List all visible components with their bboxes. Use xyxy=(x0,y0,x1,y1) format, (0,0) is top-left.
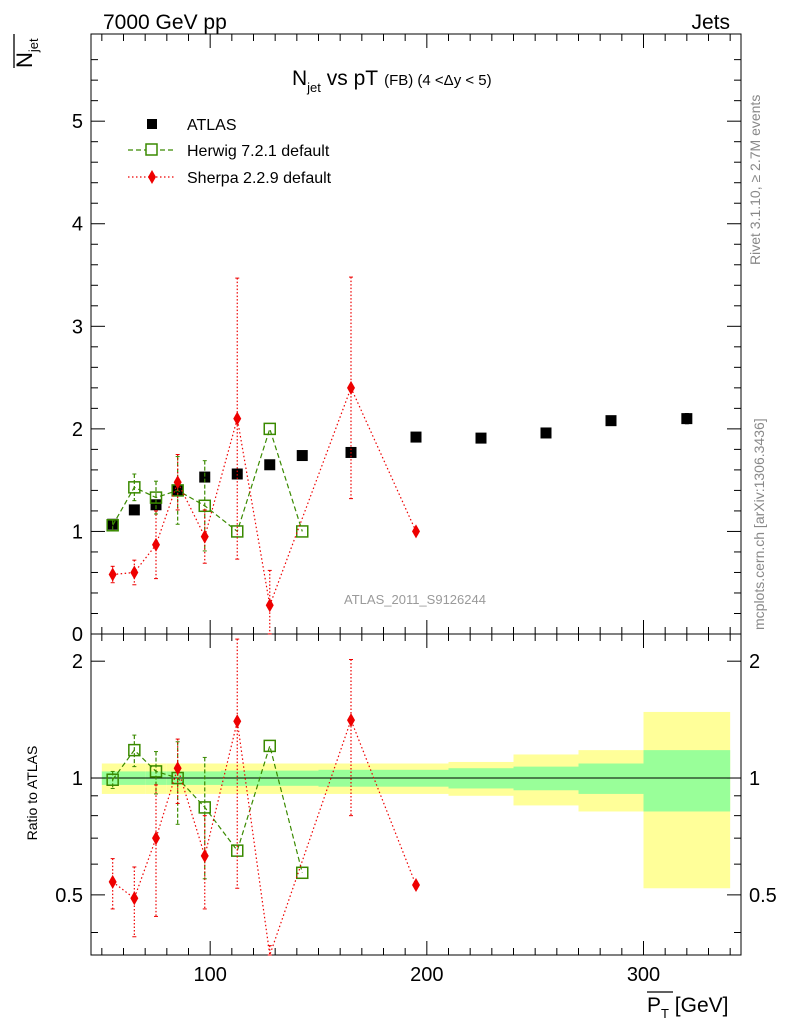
chart-title-small: (FB) (4 <Δy < 5) xyxy=(384,72,492,89)
main-atlas-point xyxy=(475,432,487,444)
legend-label-sherpa: Sherpa 2.2.9 default xyxy=(187,170,332,187)
x-tick-label: 200 xyxy=(410,964,443,986)
main-sherpa-point xyxy=(130,565,139,580)
ratio-stat-band xyxy=(643,750,731,812)
chart-title-rest: vs pT xyxy=(321,67,378,90)
ratio-y-tick-label: 0.5 xyxy=(55,885,83,907)
ratio-y-tick-label: 1 xyxy=(72,768,83,790)
legend: ATLAS Herwig 7.2.1 default Sherpa 2.2.9 … xyxy=(128,117,332,187)
svg-text:PT [GeV]: PT [GeV] xyxy=(647,994,729,1021)
ratio-herwig-point xyxy=(128,743,141,757)
ratio-sherpa-point xyxy=(130,891,139,906)
main-herwig-point xyxy=(231,525,244,538)
main-ylabel-sub: jet xyxy=(26,38,41,53)
ratio-panel-frame xyxy=(90,633,742,956)
energy-label: 7000 GeV pp xyxy=(103,11,227,34)
chart-title-sub: jet xyxy=(306,80,321,95)
ratio-y-tick-label-right: 2 xyxy=(749,651,760,673)
y-tick-label: 4 xyxy=(72,214,83,236)
main-sherpa-point xyxy=(152,537,160,552)
y-tick-label: 1 xyxy=(72,521,83,543)
main-herwig-point xyxy=(263,422,276,436)
main-herwig-point xyxy=(296,525,309,538)
svg-text:Njet: Njet xyxy=(12,38,41,68)
legend-label-herwig: Herwig 7.2.1 default xyxy=(187,143,330,160)
ratio-bands xyxy=(101,711,731,889)
ratio-sherpa-point xyxy=(173,761,182,776)
main-herwig-point xyxy=(149,491,163,504)
main-ylabel-text: N xyxy=(12,52,37,68)
ratio-herwig-line xyxy=(112,743,303,873)
y-tick-label: 0 xyxy=(72,624,83,646)
legend-marker-herwig xyxy=(145,143,158,156)
analysis-watermark: ATLAS_2011_S9126244 xyxy=(344,592,486,607)
main-sherpa-point xyxy=(265,598,274,613)
main-series xyxy=(106,276,693,635)
main-atlas-point xyxy=(264,459,276,471)
main-atlas-point xyxy=(296,450,308,462)
ratio-y-tick-label-right: 0.5 xyxy=(749,885,777,907)
main-sherpa-point xyxy=(108,567,117,582)
main-atlas-point xyxy=(231,468,243,480)
legend-marker-sherpa xyxy=(148,170,156,184)
ratio-sherpa-point xyxy=(108,874,117,889)
ratio-y-tick-label: 2 xyxy=(72,651,83,673)
ratio-herwig-point xyxy=(198,801,211,814)
main-sherpa-point xyxy=(347,380,355,395)
main-atlas-point xyxy=(540,427,552,439)
main-atlas-point xyxy=(681,413,693,425)
main-herwig-point xyxy=(128,481,141,494)
xlabel: PT [GeV] xyxy=(647,991,729,1021)
rivet-label: Rivet 3.1.10, ≥ 2.7M events xyxy=(747,95,763,265)
main-sherpa-point xyxy=(233,411,242,426)
ratio-herwig-point xyxy=(149,765,163,778)
legend-marker-atlas xyxy=(147,119,157,129)
ratio-herwig-point xyxy=(296,866,309,880)
ratio-stat-band xyxy=(578,763,644,794)
main-axes: 0 1 2 3 4 5 xyxy=(72,34,741,646)
ratio-herwig-point xyxy=(106,773,119,786)
chart-title-main: N xyxy=(292,67,307,90)
ratio-y-tick-label-right: 1 xyxy=(749,768,760,790)
ratio-sherpa-point xyxy=(233,714,242,729)
x-tick-label: 100 xyxy=(193,964,226,986)
main-atlas-point xyxy=(605,415,617,427)
process-label: Jets xyxy=(691,11,730,34)
mcplots-label: mcplots.cern.ch [arXiv:1306.3436] xyxy=(751,418,767,630)
main-ylabel: Njet xyxy=(12,34,41,68)
main-atlas-point xyxy=(199,471,211,483)
main-herwig-line xyxy=(112,426,303,533)
xlabel-unit: [GeV] xyxy=(669,994,729,1017)
main-atlas-point xyxy=(128,504,140,516)
ratio-herwig-point xyxy=(263,739,276,753)
main-atlas-point xyxy=(410,431,422,443)
x-tick-label: 300 xyxy=(627,964,660,986)
ratio-series xyxy=(106,638,420,956)
ratio-sherpa-point xyxy=(200,848,209,863)
ratio-ylabel: Ratio to ATLAS xyxy=(24,746,40,841)
main-herwig-point xyxy=(106,519,119,532)
chart-title: Njet vs pT (FB) (4 <Δy < 5) xyxy=(292,67,492,95)
y-tick-label: 3 xyxy=(72,316,83,338)
main-sherpa-point xyxy=(173,475,182,490)
xlabel-text: P xyxy=(647,994,661,1017)
ratio-sherpa-point xyxy=(347,713,355,728)
y-tick-label: 5 xyxy=(72,111,83,133)
main-atlas-point xyxy=(150,499,162,511)
ratio-sherpa-point xyxy=(412,878,420,893)
main-sherpa-line xyxy=(112,386,417,608)
ratio-axes: 100 200 300 0.5 0.5 1 1 2 2 xyxy=(55,634,777,986)
ratio-sherpa-point xyxy=(152,831,160,846)
main-sherpa-point xyxy=(412,524,420,539)
legend-label-atlas: ATLAS xyxy=(187,117,237,134)
xlabel-sub: T xyxy=(661,1006,669,1021)
main-sherpa-point xyxy=(200,529,209,544)
y-tick-label: 2 xyxy=(72,419,83,441)
